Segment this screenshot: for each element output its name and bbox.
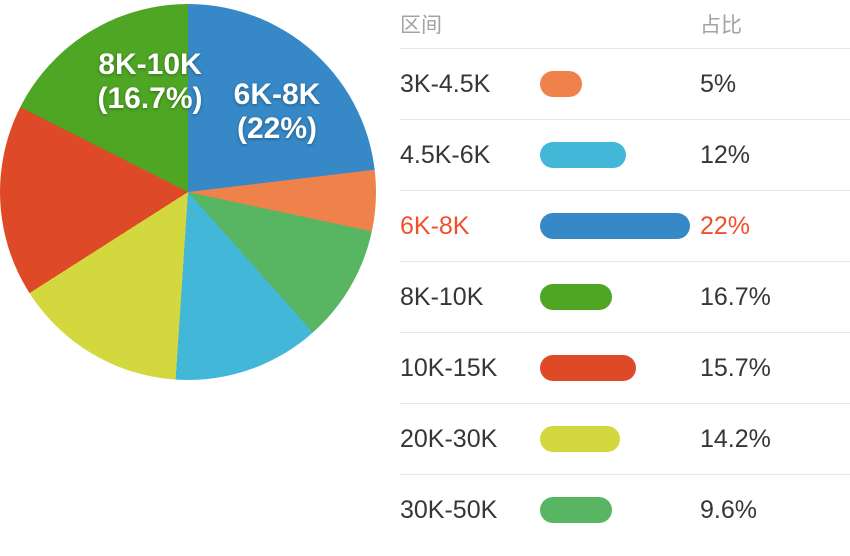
- legend-swatch-cell: [540, 355, 700, 381]
- legend-row[interactable]: 20K-30K 14.2%: [400, 404, 850, 475]
- legend-row-label: 20K-30K: [400, 424, 498, 453]
- legend-row-label: 30K-50K: [400, 495, 498, 524]
- legend-row[interactable]: 30K-50K 9.6%: [400, 475, 850, 545]
- pie-chart[interactable]: [0, 4, 376, 380]
- legend-color-swatch: [540, 497, 612, 523]
- legend-row-label: 8K-10K: [400, 282, 484, 311]
- legend-table: 区间 占比 3K-4.5K 5% 4.5K-6K 12% 6K-8K 22% 8K-10K 1…: [400, 0, 850, 556]
- legend-row-value: 16.7%: [700, 282, 771, 311]
- legend-swatch-cell: [540, 497, 700, 523]
- pie-slice-label-line1: 6K-8K: [233, 78, 321, 111]
- legend-row-value: 5%: [700, 69, 737, 98]
- legend-color-swatch: [540, 426, 620, 452]
- legend-row[interactable]: 8K-10K 16.7%: [400, 262, 850, 333]
- legend-color-swatch: [540, 142, 626, 168]
- legend-row-label: 6K-8K: [400, 211, 470, 240]
- legend-row-label: 3K-4.5K: [400, 69, 491, 98]
- legend-swatch-cell: [540, 142, 700, 168]
- legend-header-share: 占比: [700, 14, 742, 37]
- legend-swatch-cell: [540, 426, 700, 452]
- legend-swatch-cell: [540, 213, 700, 239]
- legend-row[interactable]: 4.5K-6K 12%: [400, 120, 850, 191]
- legend-color-swatch: [540, 284, 612, 310]
- legend-swatch-cell: [540, 71, 700, 97]
- legend-row-label: 4.5K-6K: [400, 140, 491, 169]
- legend-row[interactable]: 6K-8K 22%: [400, 191, 850, 262]
- legend-swatch-cell: [540, 284, 700, 310]
- pie-chart-area: 8K-10K (16.7%) 6K-8K (22%): [0, 0, 400, 556]
- legend-header-range: 区间: [400, 14, 442, 37]
- legend-header-row: 区间 占比: [400, 0, 850, 49]
- pie-slice-label-6k-8k: 6K-8K (22%): [192, 78, 362, 145]
- pie-slice-label-line1: 8K-10K: [98, 48, 202, 81]
- pie-slice-label-8k-10k: 8K-10K (16.7%): [55, 48, 245, 115]
- legend-row[interactable]: 3K-4.5K 5%: [400, 49, 850, 120]
- legend-row[interactable]: 10K-15K 15.7%: [400, 333, 850, 404]
- legend-row-value: 22%: [700, 211, 751, 240]
- pie-slice-label-line2: (16.7%): [97, 81, 203, 115]
- legend-rows: 3K-4.5K 5% 4.5K-6K 12% 6K-8K 22% 8K-10K 16.7% 10…: [400, 49, 850, 545]
- legend-color-swatch: [540, 71, 582, 97]
- legend-row-value: 15.7%: [700, 353, 771, 382]
- legend-row-value: 12%: [700, 140, 751, 169]
- legend-row-label: 10K-15K: [400, 353, 498, 382]
- legend-color-swatch: [540, 213, 690, 239]
- legend-row-value: 14.2%: [700, 424, 771, 453]
- legend-row-value: 9.6%: [700, 495, 757, 524]
- pie-slice-label-line2: (22%): [236, 111, 318, 145]
- legend-color-swatch: [540, 355, 636, 381]
